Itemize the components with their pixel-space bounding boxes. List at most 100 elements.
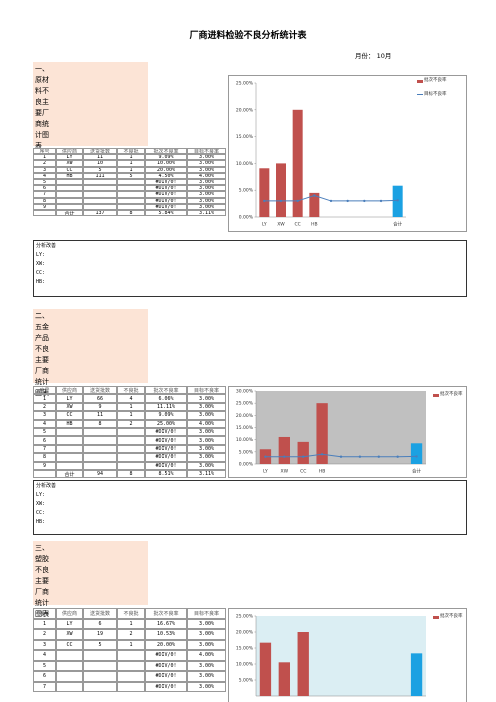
table-cell: 3.00%: [187, 203, 226, 210]
table-cell: 3.00%: [187, 394, 226, 403]
table-cell: 9.09%: [145, 411, 187, 420]
table-cell: #DIV/0!: [145, 197, 187, 204]
table-header-cell: 序号: [33, 608, 56, 619]
bar: [410, 653, 423, 696]
table-cell: [83, 461, 117, 470]
bar: [292, 109, 303, 217]
y-tick-label: 5.00%: [239, 188, 254, 194]
legend-label: 批次不良率: [440, 614, 463, 619]
table-cell: 1: [117, 160, 145, 167]
table-cell: 2: [33, 402, 56, 412]
table-cell: 10.53%: [145, 629, 187, 640]
table-cell: 3.11%: [187, 210, 226, 217]
table-header-cell: 不良批: [117, 148, 145, 155]
table-cell: [117, 660, 145, 671]
y-tick-label: 15.00%: [236, 425, 254, 431]
table-cell: 5.84%: [145, 210, 187, 217]
x-tick-label: 合计: [393, 221, 402, 228]
table-cell: 3.00%: [187, 185, 226, 192]
table-cell: [56, 444, 83, 454]
y-tick-label: 10.00%: [236, 161, 254, 167]
table-cell: 1: [33, 394, 56, 403]
table-cell: 1: [33, 618, 56, 629]
table-cell: 1: [117, 411, 145, 420]
table-cell: [83, 681, 117, 692]
table-cell: 3.00%: [187, 428, 226, 437]
y-tick-label: 5.00%: [239, 678, 254, 684]
table-header-cell: 不良批: [117, 608, 145, 619]
table-cell: [33, 210, 56, 217]
table-cell: 3.11%: [187, 470, 226, 479]
table-cell: 2: [117, 419, 145, 428]
analysis-item: HB:: [36, 519, 46, 525]
table-cell: 5: [83, 166, 117, 173]
line-marker: [379, 199, 383, 203]
line-marker: [264, 455, 267, 458]
line-marker: [377, 455, 380, 458]
table-cell: 4: [117, 394, 145, 403]
month: 10月: [376, 52, 392, 60]
bar: [297, 632, 309, 696]
legend-label: 批次不良率: [440, 392, 463, 397]
table-cell: [117, 185, 145, 192]
line-marker: [396, 199, 399, 202]
table-cell: 11: [83, 411, 117, 420]
table-cell: 25.00%: [145, 419, 187, 428]
table-header-cell: 送货批数: [83, 148, 117, 155]
table-cell: [117, 671, 145, 682]
table-cell: 10: [83, 160, 117, 167]
line-marker: [263, 199, 266, 203]
x-tick-label: CC: [300, 469, 306, 475]
table-header-cell: 送货批数: [83, 608, 117, 619]
table-cell: 4.00%: [187, 172, 226, 179]
table-cell: 3: [33, 166, 56, 173]
legend-swatch: [417, 94, 423, 95]
table-cell: 20.00%: [145, 166, 187, 173]
table-cell: 8.51%: [145, 470, 187, 479]
table-cell: [117, 191, 145, 198]
table-cell: 20.00%: [145, 639, 187, 650]
table-cell: [56, 428, 83, 437]
table-cell: 4: [33, 172, 56, 179]
table-cell: 8: [83, 419, 117, 428]
x-tick-label: CC: [295, 222, 301, 228]
table-cell: 3.00%: [187, 461, 226, 470]
x-tick-label: HB: [311, 222, 317, 228]
table-cell: [56, 436, 83, 445]
legend-swatch: [417, 80, 423, 83]
line-marker: [279, 199, 283, 203]
table-cell: 66: [83, 394, 117, 403]
table-cell: XW: [56, 402, 83, 412]
table-cell: [83, 453, 117, 462]
table-cell: HB: [56, 172, 83, 179]
table-cell: 1: [117, 618, 145, 629]
table-cell: 8: [117, 210, 145, 217]
table-cell: 3.00%: [187, 629, 226, 640]
analysis-item: LY:: [36, 492, 46, 498]
heading-text: 一、原材料不良主要厂商统计图表: [35, 65, 49, 150]
table-cell: [56, 203, 83, 210]
table-header-cell: 目标不良率: [187, 148, 226, 155]
bar: [259, 642, 272, 696]
table-cell: #DIV/0!: [145, 671, 187, 682]
table-cell: [117, 436, 145, 445]
table-header-cell: 序号: [33, 386, 56, 395]
bar: [259, 168, 270, 217]
table-cell: 8: [33, 197, 56, 204]
table-header-cell: 供应商: [56, 608, 83, 619]
table-cell: 3.00%: [187, 402, 226, 412]
line-marker: [415, 455, 418, 458]
table-cell: [117, 428, 145, 437]
table-cell: [83, 203, 117, 210]
table-cell: 11.11%: [145, 402, 187, 412]
table-cell: 2: [33, 629, 56, 640]
bar: [276, 163, 286, 217]
table-cell: 4: [33, 650, 56, 661]
y-tick-label: 0.00%: [239, 215, 254, 221]
table-cell: 3: [33, 639, 56, 650]
table-cell: CC: [56, 639, 83, 650]
table-cell: 3.00%: [187, 179, 226, 186]
table-cell: 4.00%: [187, 650, 226, 661]
bar: [410, 443, 423, 464]
line-marker: [283, 455, 286, 458]
